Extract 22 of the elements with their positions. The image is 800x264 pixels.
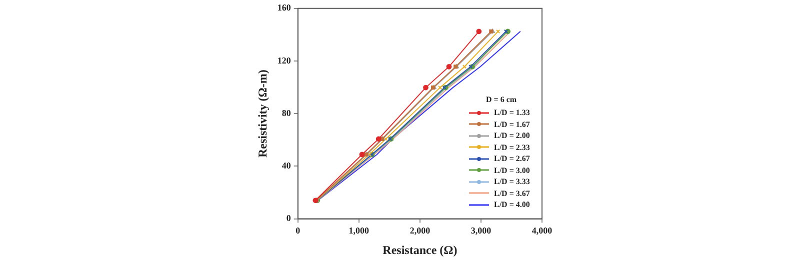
y-tick-label: 40	[282, 160, 292, 171]
x-tick-label: 1,000	[348, 226, 370, 236]
legend-label: L/D = 3.33	[494, 177, 530, 186]
legend-title: D = 6 cm	[486, 94, 518, 104]
legend-label: L/D = 4.00	[494, 200, 530, 210]
legend-label: L/D = 3.67	[494, 188, 530, 198]
legend-label: L/D = 2.33	[494, 142, 530, 152]
legend-label: L/D = 2.00	[494, 131, 530, 140]
legend-label: L/D = 1.33	[494, 108, 530, 118]
x-tick-label: 2,000	[410, 226, 431, 236]
y-tick-label: 80	[282, 108, 292, 118]
y-tick-label: 0	[286, 213, 292, 224]
x-tick-label: 3,000	[470, 226, 492, 236]
x-axis-title: Resistance (Ω)	[382, 242, 458, 257]
legend-label: L/D = 1.67	[494, 120, 530, 129]
legend-label: L/D = 3.00	[494, 166, 530, 175]
y-axis-title: Resistivity (Ω-m)	[255, 70, 270, 158]
y-tick-label: 160	[277, 2, 292, 13]
legend-label: L/D = 2.67	[494, 154, 530, 164]
x-tick-label: 0	[296, 226, 301, 236]
y-tick-label: 120	[277, 55, 292, 66]
x-tick-label: 4,000	[532, 226, 553, 236]
